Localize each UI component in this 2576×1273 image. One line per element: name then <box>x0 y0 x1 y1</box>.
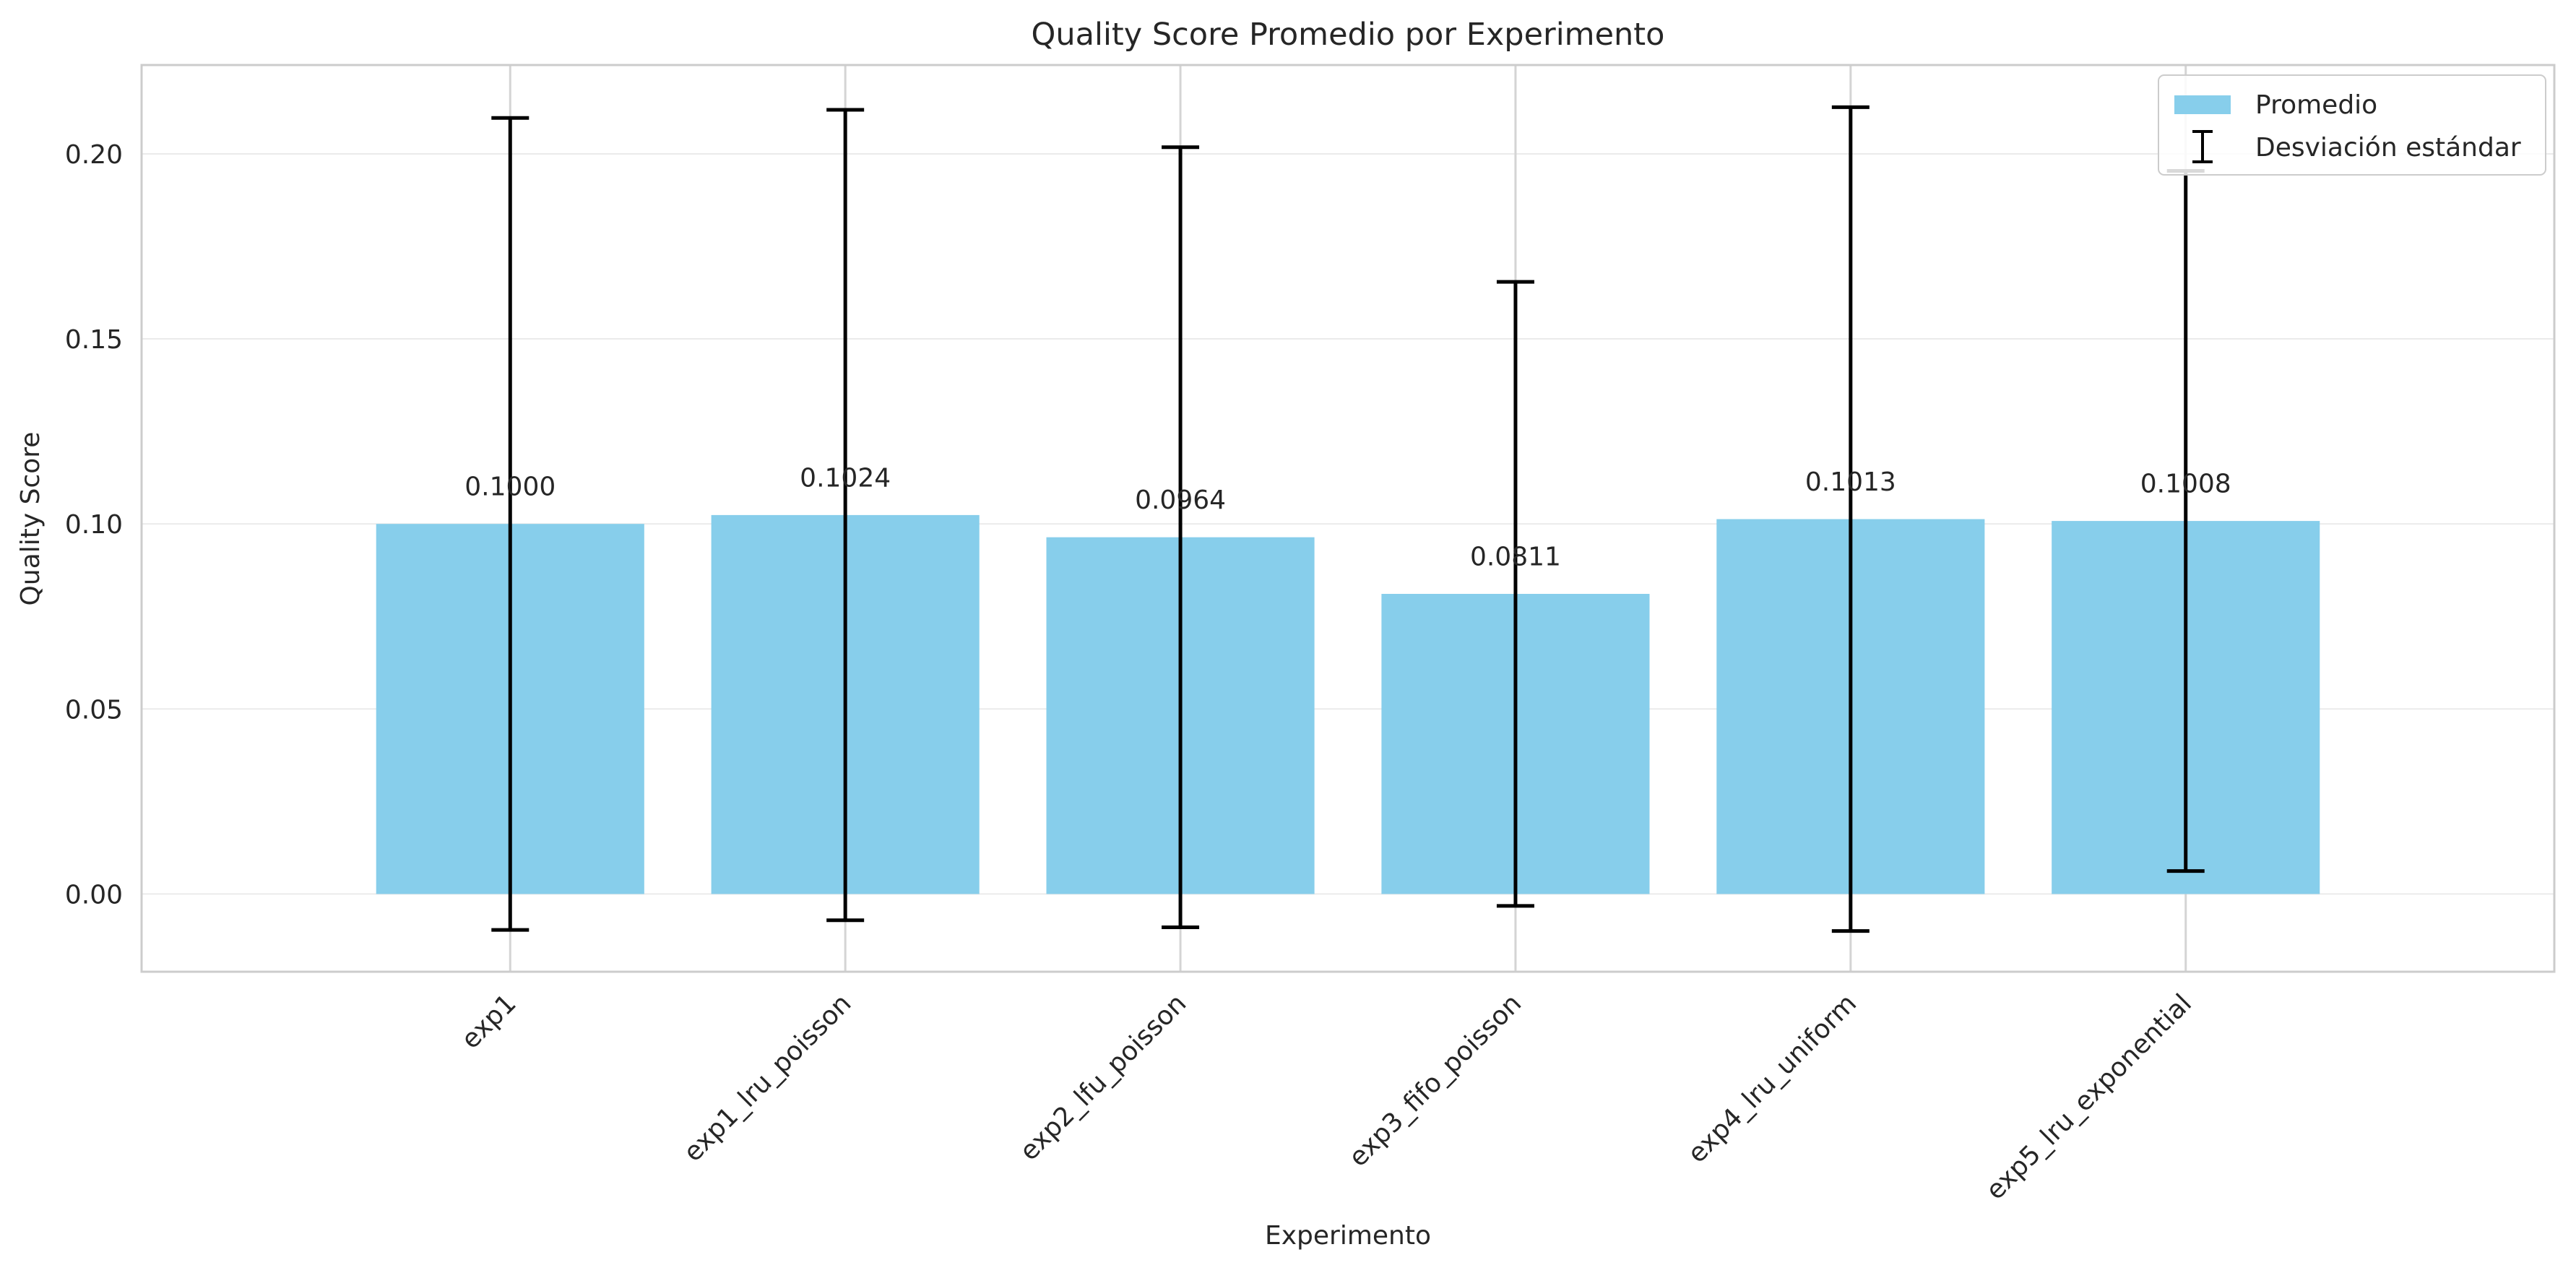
error-bars <box>491 105 2205 933</box>
y-tick-label: 0.20 <box>65 140 123 170</box>
plot-frame <box>140 64 2556 973</box>
legend-swatch-promedio <box>2174 95 2231 114</box>
legend-swatch-error <box>2192 130 2213 163</box>
legend-label-error: Desviación estándar <box>2255 133 2521 163</box>
value-label-exp3_fifo_poisson: 0.0811 <box>1470 542 1561 571</box>
error-bar-exp1_lru_poisson <box>826 108 865 923</box>
y-tick-label: 0.10 <box>65 510 123 540</box>
value-label-exp1_lru_poisson: 0.1024 <box>800 463 891 493</box>
y-tick-label: 0.15 <box>65 325 123 355</box>
legend-label-promedio: Promedio <box>2255 90 2377 120</box>
value-label-exp2_lfu_poisson: 0.0964 <box>1135 486 1226 515</box>
y-axis-label: Quality Score <box>16 432 46 606</box>
value-labels: 0.1000 0.1024 0.0964 0.0811 0.1013 0.1008 <box>464 463 2231 571</box>
value-label-exp1: 0.1000 <box>464 472 556 502</box>
y-tick-label: 0.00 <box>65 880 123 910</box>
y-tick-label: 0.05 <box>65 695 123 725</box>
error-bar-exp1 <box>491 116 530 932</box>
error-bar-exp3_fifo_poisson <box>1496 280 1534 908</box>
legend-box <box>2158 74 2546 176</box>
x-axis-label: Experimento <box>1265 1221 1431 1251</box>
value-label-exp5_lru_exponential: 0.1008 <box>2140 469 2231 499</box>
error-bar-exp4_lru_uniform <box>1831 105 1870 933</box>
legend: Promedio Desviación estándar <box>2158 74 2546 176</box>
chart-title: Quality Score Promedio por Experimento <box>1032 17 1665 53</box>
error-bar-exp2_lfu_poisson <box>1162 145 1200 930</box>
y-ticks: 0.00 0.05 0.10 0.15 0.20 <box>65 140 123 910</box>
value-label-exp4_lru_uniform: 0.1013 <box>1805 467 1896 497</box>
